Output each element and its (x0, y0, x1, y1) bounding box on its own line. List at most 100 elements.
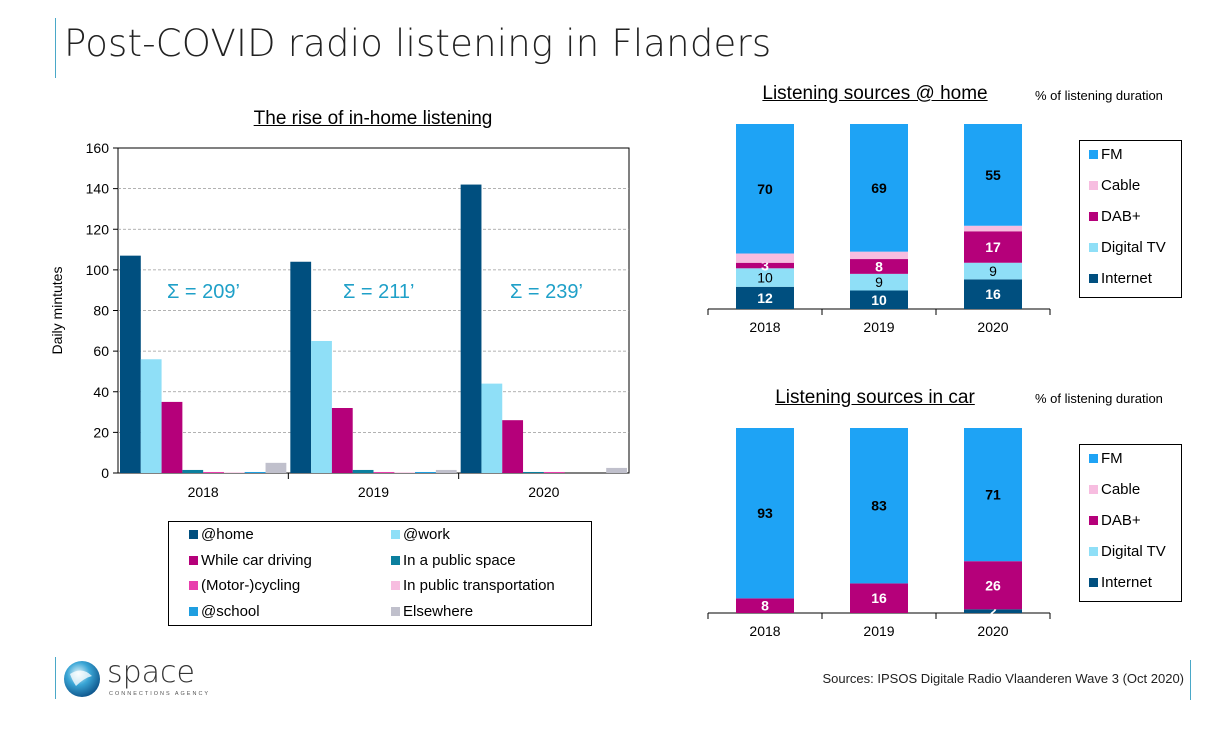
data-label: 16 (871, 590, 887, 606)
legend-swatch (189, 606, 198, 616)
legend-swatch (1089, 578, 1098, 587)
legend-swatch (391, 606, 400, 616)
segment-cable (964, 225, 1022, 232)
legend-swatch (1089, 212, 1098, 221)
legend-item: (Motor-)cycling (189, 577, 300, 594)
bar--school (415, 471, 436, 473)
segment-fm (736, 428, 794, 599)
legend-item: Cable (1089, 481, 1140, 498)
segment-dab- (964, 231, 1022, 263)
legend-swatch (1089, 485, 1098, 494)
legend-item: Digital TV (1089, 543, 1166, 560)
y-tick-label: 120 (86, 221, 110, 237)
data-label: 69 (871, 180, 887, 196)
segment-fm (964, 428, 1022, 562)
y-tick-label: 40 (93, 384, 109, 400)
segment-internet (964, 279, 1022, 309)
bar-in-a-public-space (352, 469, 374, 473)
y-tick-label: 160 (86, 140, 110, 156)
legend-label: FM (1101, 146, 1123, 163)
legend-swatch (1089, 454, 1098, 463)
legend-label: While car driving (201, 551, 312, 569)
data-label: 9 (989, 263, 997, 279)
legend-item: In a public space (391, 552, 516, 569)
data-label: 16 (985, 286, 1001, 302)
legend-label: In a public space (403, 551, 516, 569)
data-label: 70 (757, 181, 773, 197)
bar--work (140, 359, 162, 473)
legend-item: While car driving (189, 552, 312, 569)
legend-label: In public transportation (403, 577, 555, 594)
legend-label: Cable (1101, 177, 1141, 194)
y-tick-label: 80 (93, 303, 109, 319)
y-tick-label: 100 (86, 262, 110, 278)
sum-annotation: Σ = 211’ (343, 281, 415, 303)
title-accent-line (55, 18, 56, 78)
x-tick-label: 2020 (977, 623, 1008, 639)
data-label: 8 (875, 258, 883, 274)
segment-dab- (736, 262, 794, 269)
data-label: 10 (757, 270, 773, 286)
legend-swatch (1089, 181, 1098, 190)
legend-swatch (189, 581, 198, 590)
data-label: 26 (985, 577, 1001, 593)
data-label: 83 (871, 498, 887, 514)
segment-cable (850, 251, 908, 260)
data-label: 8 (761, 598, 769, 614)
y-tick-label: 0 (101, 465, 109, 481)
x-tick-label: 2019 (863, 319, 894, 335)
segment-dab- (850, 259, 908, 274)
segment-fm (964, 124, 1022, 226)
segment-fm (850, 428, 908, 584)
segment-internet (736, 286, 794, 309)
legend-label: Cable (1101, 481, 1141, 498)
segment-dab- (850, 583, 908, 613)
x-tick-label: 2019 (863, 623, 894, 639)
legend-label: Digital TV (1101, 239, 1166, 256)
legend-item: @home (189, 526, 254, 543)
legend-item: @work (391, 526, 450, 543)
chart2-title: Listening sources @ home (762, 83, 988, 104)
legend-label: FM (1101, 450, 1123, 467)
legend-label: DAB+ (1101, 208, 1141, 225)
bar--motor-cycling (543, 471, 565, 473)
legend-item: FM (1089, 450, 1123, 467)
source-accent-line (1190, 660, 1191, 700)
segment-internet (964, 609, 1022, 613)
legend-swatch (391, 581, 400, 590)
x-tick-label: 2019 (358, 484, 389, 500)
sum-annotation: Σ = 239’ (510, 281, 583, 303)
data-label: 93 (757, 505, 773, 521)
bar-in-public-transportation (223, 472, 245, 473)
bar--work (481, 383, 503, 473)
y-tick-label: 60 (93, 343, 109, 359)
x-tick-label: 2020 (977, 319, 1008, 335)
legend-item: DAB+ (1089, 208, 1141, 225)
bar--motor-cycling (203, 471, 224, 473)
bar--home (460, 184, 482, 473)
data-label: 55 (985, 167, 1001, 183)
bar-elsewhere (265, 462, 287, 473)
chart3-svg: 2018 8 93 2019 16 83 2020 2 26 71 (707, 428, 1051, 639)
chart3-unit-label: % of listening duration (1035, 391, 1163, 406)
bar-elsewhere (435, 469, 457, 473)
chart1-legend: @home @work While car driving In a public s… (168, 521, 592, 626)
legend-label: @work (403, 526, 450, 543)
x-tick-label: 2018 (749, 319, 780, 335)
legend-item: FM (1089, 146, 1123, 163)
bar--motor-cycling (373, 471, 395, 473)
legend-item: Digital TV (1089, 239, 1166, 256)
y-tick-label: 20 (93, 424, 109, 440)
data-label: 12 (757, 290, 773, 306)
segment-fm (850, 124, 908, 252)
bar-while-car-driving (502, 420, 524, 473)
segment-dab- (736, 598, 794, 613)
segment-digital-tv (736, 268, 794, 287)
logo-accent-line (55, 657, 56, 699)
legend-swatch (1089, 274, 1098, 283)
chart1-svg: 0 20 40 60 80 100 120 140 160 Daily mintutes 2018 2… (49, 140, 630, 500)
y-axis-label: Daily mintutes (49, 267, 65, 355)
legend-label: DAB+ (1101, 512, 1141, 529)
bar--work (311, 340, 332, 473)
space-logo: space CONNECTIONS AGENCY (62, 655, 222, 707)
